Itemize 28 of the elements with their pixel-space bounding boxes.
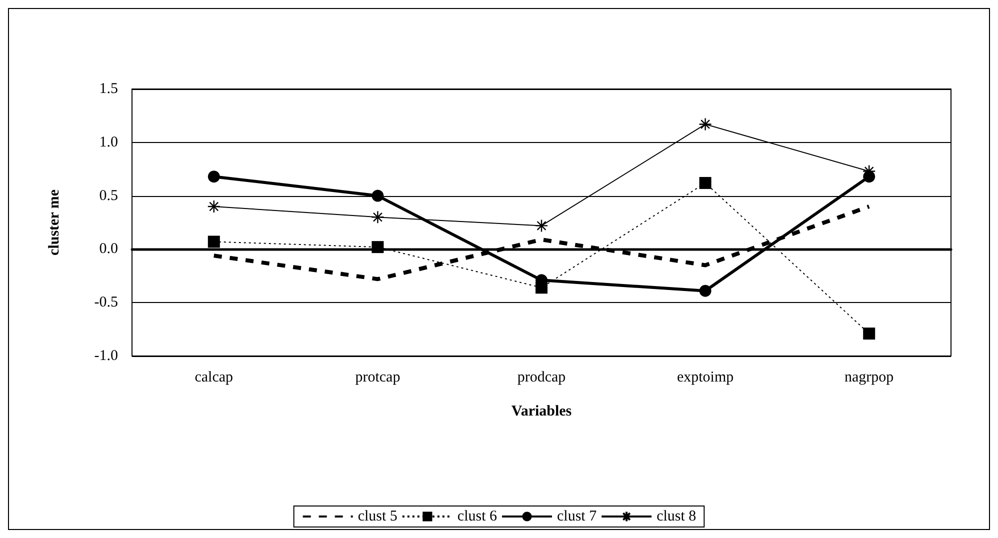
y-tick-label: 0.5 xyxy=(99,188,118,204)
y-tick-label: 1.5 xyxy=(99,81,118,97)
y-tick-label: -0.5 xyxy=(94,294,118,311)
legend-label: clust 7 xyxy=(557,508,598,524)
point xyxy=(207,200,220,214)
point xyxy=(534,219,548,232)
x-axis-title: Variables xyxy=(511,404,572,420)
x-tick-label: protcap xyxy=(355,370,400,386)
point xyxy=(371,210,384,224)
legend-label: clust 8 xyxy=(656,508,696,524)
point xyxy=(699,176,712,189)
x-tick-label: exptoimp xyxy=(676,370,734,386)
y-tick-label: 0.0 xyxy=(99,241,118,258)
point xyxy=(372,190,384,202)
legend-label: clust 6 xyxy=(457,508,498,524)
x-tick-label: prodcap xyxy=(517,370,566,386)
point xyxy=(863,328,876,340)
x-tick-label: calcap xyxy=(194,370,234,386)
point xyxy=(699,284,712,297)
point xyxy=(208,236,220,248)
y-axis-title: cluster me xyxy=(46,189,62,256)
point xyxy=(208,170,220,183)
point xyxy=(698,118,712,131)
legend-label: clust 5 xyxy=(358,508,398,524)
y-tick-label: -1.0 xyxy=(94,348,118,364)
point xyxy=(372,241,384,254)
x-tick-label: nagrpop xyxy=(844,370,894,386)
y-tick-label: 1.0 xyxy=(99,134,118,150)
